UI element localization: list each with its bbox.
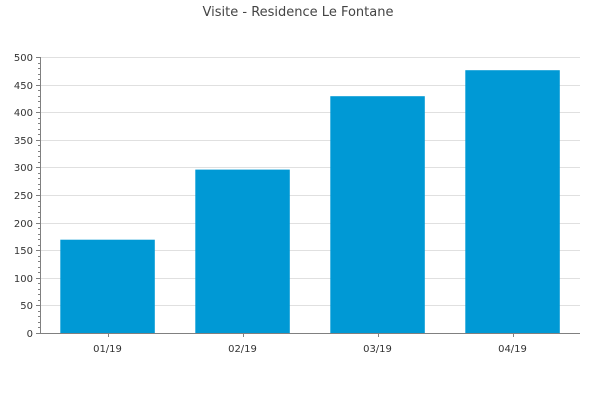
y-tick-label: 500 (14, 53, 33, 64)
y-tick-label: 300 (14, 163, 33, 174)
x-tick-label: 02/19 (228, 344, 257, 355)
bar-03-19 (330, 96, 425, 333)
x-tick-label: 03/19 (363, 344, 392, 355)
bars (60, 70, 560, 333)
y-tick-label: 400 (14, 108, 33, 119)
chart-title: Visite - Residence Le Fontane (203, 5, 394, 20)
x-tick-label: 01/19 (93, 344, 122, 355)
tick-labels: 0 50 100 150 200 250 300 350 400 450 500 01/19 02/19… (14, 53, 527, 355)
bar-02-19 (195, 169, 290, 333)
x-tick-label: 04/19 (498, 344, 527, 355)
y-tick-label: 0 (27, 329, 33, 340)
y-tick-label: 100 (14, 274, 33, 285)
y-tick-label: 150 (14, 246, 33, 257)
y-tick-label: 450 (14, 81, 33, 92)
y-tick-label: 250 (14, 191, 33, 202)
bar-01-19 (60, 239, 155, 333)
bar-04-19 (465, 70, 560, 333)
y-tick-label: 200 (14, 219, 33, 230)
y-tick-label: 50 (20, 301, 33, 312)
y-tick-label: 350 (14, 136, 33, 147)
axes (36, 57, 580, 337)
